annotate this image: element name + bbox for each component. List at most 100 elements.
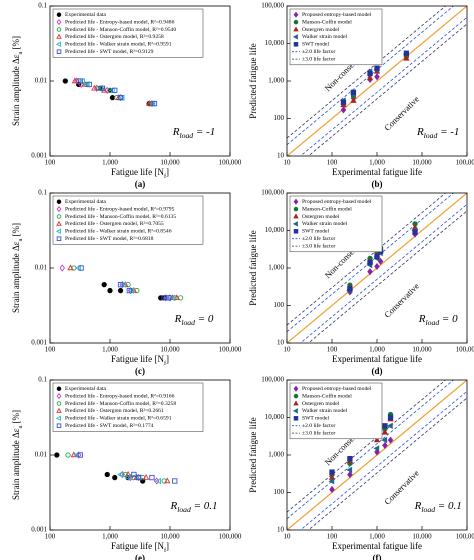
legend-box [289,8,383,66]
life-factor-line [299,390,467,530]
legend-marker [293,26,299,32]
legend-label: ±3.0 life factor [302,429,335,436]
data-point [387,414,394,421]
legend-marker [293,393,299,399]
legend-marker [56,407,62,413]
legend-label: Predicted life - Ostergren model, R²=0.2… [65,407,164,414]
load-ratio: Rload = -1 [416,126,460,141]
legend-marker [293,198,299,205]
data-point [118,94,125,101]
data-point [59,264,66,272]
legend-marker [56,12,62,17]
x-tick-label: 100 [327,159,338,167]
data-point [135,474,142,481]
x-tick-label: 100 [327,533,338,541]
legend-label: Predicted life - Entropy-based model, R²… [65,392,175,399]
load-ratio-part: R [418,313,426,325]
data-point [104,86,111,94]
plot-frame [286,192,468,344]
y-axis-label: Predicted fatigue life [248,43,258,118]
legend-label: Predicted life - Ostergren model, R²=0.7… [65,220,164,227]
legend-box [52,195,204,245]
legend-marker [55,41,61,48]
data-point [77,78,83,84]
x-axis-label-part: Fatigue life [ [111,541,158,551]
legend-label: ±2.0 life factor [302,48,335,55]
legend-label: ±2.0 life factor [302,235,335,242]
x-axis-label-part: Experimental fatigue life [332,167,422,177]
data-point [374,65,380,71]
y-tick-label: 100,000 [261,189,284,197]
load-ratio-part: load [179,131,193,140]
x-tick-label: 1,000 [102,159,118,167]
y-tick-label: 100,000 [261,2,284,10]
plot-area [287,6,467,156]
data-point [166,295,172,301]
x-tick-label: 10,000 [412,159,432,167]
equality-line [287,6,467,156]
x-tick-label: 100,000 [219,346,242,354]
y-tick-label: 0.1 [38,2,47,10]
plot-area [287,380,467,530]
legend-marker [55,228,61,235]
legend-marker [293,400,299,406]
load-ratio-part: R [169,500,177,512]
data-point [54,452,60,458]
data-point [124,474,131,481]
data-point [126,287,132,294]
legend-label: Ostergren model [302,401,340,407]
plot-frame [286,5,468,157]
load-ratio-part: load [421,505,435,514]
x-axis-label-part: N [157,541,164,551]
legend-label: Predicted life - Manson-Coffin model, R²… [65,26,176,33]
data-point [117,287,124,294]
legend-label: Predicted life - Entropy-based model, R²… [65,18,175,25]
load-ratio-part: R [416,126,424,138]
y-tick-label: 10 [277,152,285,160]
y-tick-label: 1,000 [268,77,284,85]
data-point [347,286,353,292]
y-tick-label: 0.001 [31,152,47,160]
x-tick-label: 1,000 [102,533,118,541]
plot-area [54,451,178,485]
y-tick-label: 10,000 [265,413,285,421]
load-ratio-part: load [426,318,440,327]
data-point [373,445,380,452]
legend-label: SWT model [302,229,330,235]
y-axis-label-part: a [17,51,24,54]
life-factor-line [307,210,467,343]
legend-label: Predicted life - Walker strain model, R²… [65,415,172,422]
legend-label: Walker strain model [302,221,348,227]
load-ratio-part: = 0.1 [191,500,218,512]
data-point [340,99,347,105]
legend-label: Proposed entropy-based model [302,12,372,18]
panel: 100 1,000 10,000 100,000 0.001 0.01 0.1 Experim… [11,189,242,376]
x-axis-label-part: ] [166,354,169,364]
y-tick-label: 0.1 [38,376,47,384]
data-point [99,85,106,91]
data-point [164,477,171,484]
legend-label: Proposed entropy-based model [302,386,372,392]
data-point [403,54,410,61]
legend-marker [56,49,62,54]
data-point [367,268,373,276]
load-ratio-part: load [424,131,438,140]
plot-frame [286,379,468,531]
data-point [173,294,181,301]
data-point [112,87,118,94]
data-point [347,455,353,462]
data-point [67,264,74,271]
y-tick-label: 0.1 [38,189,47,197]
legend-marker [56,199,62,204]
legend-box [52,382,204,432]
x-tick-label: 100 [45,159,56,167]
x-axis-label-part: Fatigue life [ [111,354,158,364]
x-axis-label-part: f [164,547,167,554]
x-axis-label-part: N [157,354,164,364]
y-axis-label: Predicted fatigue life [248,230,258,305]
panel: 100 1,000 10,000 100,000 0.001 0.01 0.1 Experim… [11,2,242,189]
legend-label: Manson-Coffin model [302,205,352,212]
panel-label: (d) [372,366,383,376]
y-tick-label: 0.01 [35,264,48,272]
